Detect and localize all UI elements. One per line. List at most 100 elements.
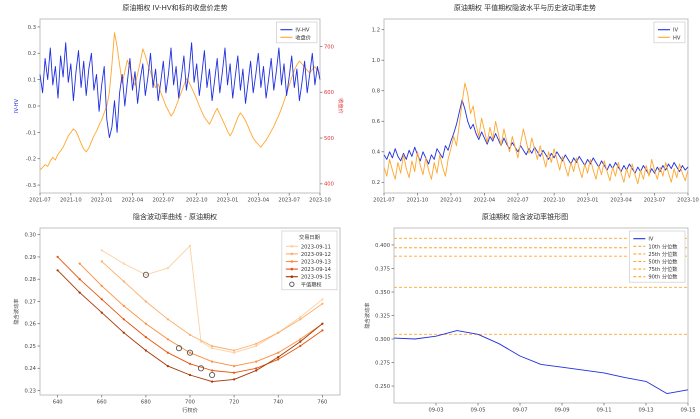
svg-text:09-11: 09-11 xyxy=(596,408,611,414)
svg-text:0.400: 0.400 xyxy=(375,243,390,249)
svg-text:0.28: 0.28 xyxy=(24,277,36,283)
svg-text:0.23: 0.23 xyxy=(24,388,36,394)
chart-canvas-vol-cone: 09-03 09-05 09-07 09-09 09-11 09-13 09-15 0.250… xyxy=(350,223,700,419)
svg-text:收盘价: 收盘价 xyxy=(295,33,311,41)
chart-title-vol-cone: 原油期权 隐含波动率锥形图 xyxy=(481,213,569,221)
svg-text:0.29: 0.29 xyxy=(24,255,36,261)
svg-text:2023-07: 2023-07 xyxy=(644,198,666,204)
svg-text:2023-09-13: 2023-09-13 xyxy=(301,260,331,266)
svg-text:0.0: 0.0 xyxy=(28,104,36,110)
svg-text:600: 600 xyxy=(324,90,334,96)
chart-svg: 2021-07 2021-10 2022-01 2022-04 2022-07 2022-… xyxy=(14,18,345,204)
svg-text:75th 分位数: 75th 分位数 xyxy=(648,265,678,273)
panel-vol-smile: 隐含波动率曲线 - 原油期权 640 660 680 700 720 740 760 0.23… xyxy=(0,209,350,419)
panel-iv-vs-hv: 原油期权 平值期权隐波水平与历史波动率走势 2021-07 2021-10 2022… xyxy=(350,0,700,209)
svg-text:760: 760 xyxy=(317,400,327,406)
svg-text:2023-01: 2023-01 xyxy=(577,198,599,204)
atm-marker-icon xyxy=(197,365,205,372)
svg-text:740: 740 xyxy=(273,400,283,406)
svg-text:2022-07: 2022-07 xyxy=(507,198,529,204)
svg-text:0.6: 0.6 xyxy=(372,119,380,125)
svg-text:-0.1: -0.1 xyxy=(26,130,36,136)
svg-text:700: 700 xyxy=(324,44,334,50)
panel-vol-cone: 原油期权 隐含波动率锥形图 09-03 09-05 09-07 09-09 09-11 0… xyxy=(350,209,700,419)
svg-text:09-09: 09-09 xyxy=(554,408,569,414)
svg-text:2023-09-15: 2023-09-15 xyxy=(301,275,331,281)
svg-text:0.30: 0.30 xyxy=(24,233,36,239)
atm-marker-icon xyxy=(209,371,216,379)
right-y-axis-label: 收盘价 xyxy=(337,98,345,114)
atm-marker-icon xyxy=(142,271,149,278)
series-line xyxy=(393,330,689,395)
svg-text:2021-10: 2021-10 xyxy=(60,198,82,204)
svg-text:2023-04: 2023-04 xyxy=(610,198,632,204)
svg-text:2022-01: 2022-01 xyxy=(440,198,462,204)
svg-text:交易日期: 交易日期 xyxy=(299,233,320,241)
svg-text:720: 720 xyxy=(229,400,239,406)
svg-text:680: 680 xyxy=(141,400,151,406)
series-line xyxy=(39,42,321,139)
svg-text:IV-HV: IV-HV xyxy=(295,28,310,34)
svg-text:0.26: 0.26 xyxy=(24,322,36,328)
svg-text:90th 分位数: 90th 分位数 xyxy=(648,273,678,281)
chart-canvas-iv-vs-hv: 2021-07 2021-10 2022-01 2022-04 2022-07 2022-… xyxy=(350,14,700,209)
series-line xyxy=(383,99,689,176)
svg-text:0.250: 0.250 xyxy=(375,384,390,390)
svg-text:400: 400 xyxy=(324,182,334,188)
svg-text:平值期权: 平值期权 xyxy=(301,280,323,288)
svg-text:-0.3: -0.3 xyxy=(26,183,36,189)
chart-title-iv-hv-close-price: 原油期权 IV-HV和标的收盘价走势 xyxy=(122,4,228,12)
series-line xyxy=(383,82,689,185)
svg-text:09-13: 09-13 xyxy=(638,408,653,414)
svg-text:0.2: 0.2 xyxy=(372,180,380,186)
x-axis-label: 行权价 xyxy=(182,406,198,414)
svg-text:0.275: 0.275 xyxy=(375,360,390,366)
svg-text:2022-04: 2022-04 xyxy=(122,198,144,204)
chart-svg: 640 660 680 700 720 740 760 0.23 0.24 0.25 0.26 0.2… xyxy=(12,227,341,414)
svg-text:09-05: 09-05 xyxy=(470,408,485,414)
svg-text:HV: HV xyxy=(673,35,681,41)
svg-text:0.2: 0.2 xyxy=(28,51,36,57)
svg-text:0.300: 0.300 xyxy=(375,337,390,343)
svg-text:1.0: 1.0 xyxy=(372,58,380,64)
atm-marker-icon xyxy=(186,349,194,356)
svg-text:660: 660 xyxy=(97,400,107,406)
svg-text:1.2: 1.2 xyxy=(372,28,380,34)
series-line xyxy=(39,32,321,171)
svg-text:2023-09-12: 2023-09-12 xyxy=(301,252,331,258)
svg-text:0.1: 0.1 xyxy=(28,78,36,84)
svg-text:-0.2: -0.2 xyxy=(26,157,36,163)
y-axis-label: 隐含波动率 xyxy=(363,303,371,329)
svg-text:0.27: 0.27 xyxy=(24,299,36,305)
atm-marker-icon xyxy=(175,345,183,352)
svg-text:0.4: 0.4 xyxy=(372,150,381,156)
chart-canvas-iv-hv-close-price: 2021-07 2021-10 2022-01 2022-04 2022-07 2022-… xyxy=(0,14,350,209)
svg-text:0.375: 0.375 xyxy=(375,266,390,272)
svg-text:2022-10: 2022-10 xyxy=(543,198,565,204)
svg-text:2023-09-11: 2023-09-11 xyxy=(301,244,331,250)
chart-canvas-vol-smile: 640 660 680 700 720 740 760 0.23 0.24 0.25 0.26 0.2… xyxy=(0,223,350,419)
svg-text:09-03: 09-03 xyxy=(428,408,443,414)
svg-text:2022-04: 2022-04 xyxy=(474,198,496,204)
chart-title-iv-vs-hv: 原油期权 平值期权隐波水平与历史波动率走势 xyxy=(453,4,597,12)
svg-text:0.3: 0.3 xyxy=(28,25,36,31)
svg-text:2021-10: 2021-10 xyxy=(407,198,429,204)
svg-text:IV: IV xyxy=(648,237,654,243)
svg-text:0.325: 0.325 xyxy=(375,313,390,319)
y-axis-label: 隐含波动率 xyxy=(12,299,20,325)
svg-text:50th 分位数: 50th 分位数 xyxy=(648,258,678,266)
svg-text:700: 700 xyxy=(185,400,195,406)
svg-text:2022-10: 2022-10 xyxy=(186,198,208,204)
svg-text:2023-01: 2023-01 xyxy=(217,198,239,204)
chart-title-vol-smile: 隐含波动率曲线 - 原油期权 xyxy=(133,213,217,221)
series-line xyxy=(79,263,323,367)
svg-text:2023-09-14: 2023-09-14 xyxy=(301,267,332,273)
svg-text:2023-10: 2023-10 xyxy=(677,198,699,204)
chart-svg: 09-03 09-05 09-07 09-09 09-11 09-13 09-15 0.250… xyxy=(363,227,696,414)
svg-text:0.8: 0.8 xyxy=(372,89,380,95)
svg-text:IV: IV xyxy=(673,28,679,34)
svg-text:0.24: 0.24 xyxy=(24,366,36,372)
